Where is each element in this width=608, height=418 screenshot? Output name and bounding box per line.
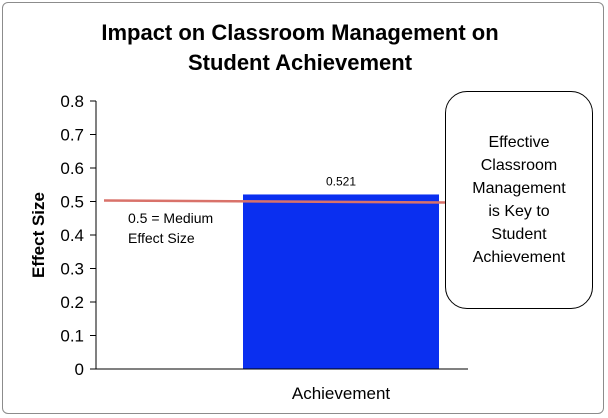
x-tick-label: Achievement	[292, 384, 391, 403]
callout-line-5: Student	[491, 226, 547, 243]
y-tick-label: 0.6	[60, 159, 84, 178]
bar-data-labels: 0.521	[326, 174, 356, 188]
callout-line-4: is Key to	[488, 203, 550, 220]
y-tick-label: 0	[75, 360, 84, 379]
bar	[243, 194, 439, 369]
x-axis-ticks: Achievement	[292, 384, 391, 403]
callout-line-3: Management	[472, 180, 566, 197]
callout-text: Effective Classroom Management is Key to…	[472, 131, 565, 269]
bar-data-label: 0.521	[326, 174, 356, 188]
chart-title-line-1: Impact on Classroom Management on	[101, 20, 499, 45]
y-tick-label: 0.3	[60, 260, 84, 279]
bars	[243, 194, 439, 369]
y-tick-label: 0.7	[60, 126, 84, 145]
y-tick-label: 0.8	[60, 92, 84, 111]
y-tick-label: 0.2	[60, 293, 84, 312]
callout-line-1: Effective	[488, 134, 550, 151]
reference-line-label-line-1: 0.5 = Medium	[128, 210, 214, 226]
callout-box: Effective Classroom Management is Key to…	[445, 91, 593, 309]
y-axis-label: Effect Size	[29, 192, 48, 278]
y-tick-label: 0.1	[60, 327, 84, 346]
reference-line	[103, 199, 447, 204]
callout-line-6: Achievement	[472, 249, 566, 266]
chart-title-line-2: Student Achievement	[187, 50, 413, 75]
y-tick-label: 0.5	[60, 193, 84, 212]
reference-line-label-line-2: Effect Size	[128, 230, 195, 246]
callout-line-2: Classroom	[480, 157, 558, 174]
reference-line-label: 0.5 = Medium Effect Size	[128, 208, 213, 248]
y-axis-ticks: 0 0.1 0.2 0.3 0.4 0.5 0.6 0.7 0.8	[60, 92, 96, 379]
chart-title: Impact on Classroom Management on Studen…	[70, 18, 530, 78]
y-tick-label: 0.4	[60, 226, 84, 245]
